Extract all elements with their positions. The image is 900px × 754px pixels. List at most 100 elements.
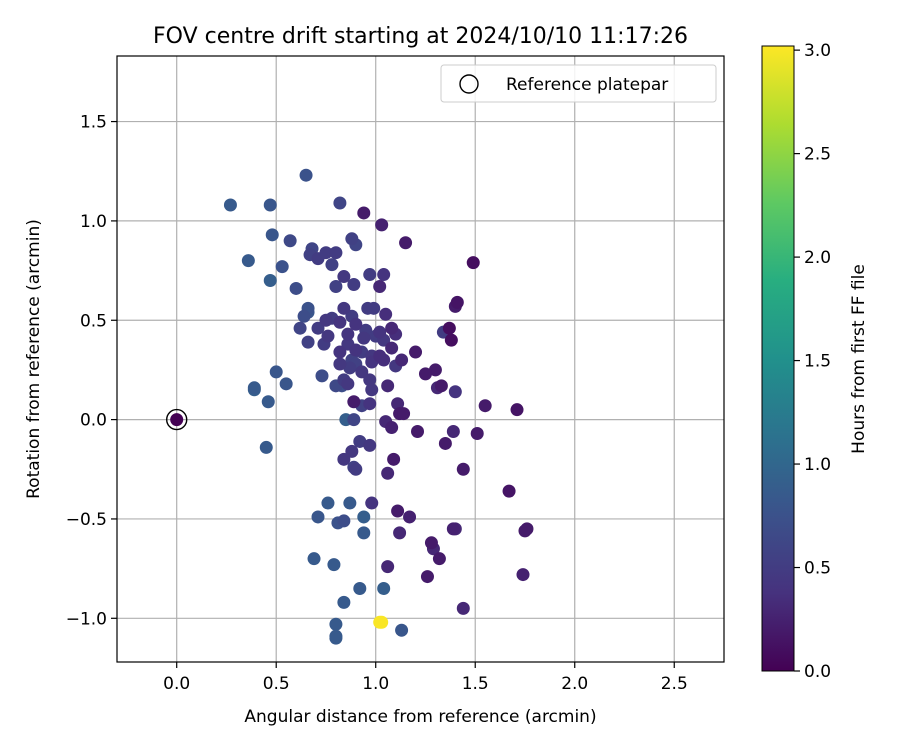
data-point xyxy=(391,397,405,411)
data-point xyxy=(311,510,325,524)
data-point xyxy=(337,301,351,315)
data-point xyxy=(353,434,367,448)
data-point xyxy=(357,206,371,220)
data-point xyxy=(337,452,351,466)
data-point xyxy=(327,558,341,572)
data-point xyxy=(365,383,379,397)
data-point xyxy=(385,321,399,335)
data-point xyxy=(516,568,530,582)
data-point xyxy=(345,444,359,458)
data-point xyxy=(325,258,339,272)
legend: Reference platepar xyxy=(440,64,717,103)
data-point xyxy=(299,168,313,182)
data-point xyxy=(379,307,393,321)
data-point xyxy=(442,321,456,335)
data-point xyxy=(363,397,377,411)
data-point xyxy=(333,196,347,210)
colorbar-label: Hours from first FF file xyxy=(849,264,869,454)
data-point xyxy=(337,270,351,284)
data-point xyxy=(391,504,405,518)
x-tick-label: 0.0 xyxy=(163,674,190,694)
y-axis-label: Rotation from reference (arcmin) xyxy=(24,219,44,499)
colorbar-tick-label: 0.5 xyxy=(804,559,831,579)
colorbar-tick-label: 2.5 xyxy=(804,145,831,165)
data-point xyxy=(329,629,343,643)
data-point xyxy=(275,260,289,274)
data-point xyxy=(333,357,347,371)
colorbar-tick-label: 1.0 xyxy=(804,455,831,475)
data-point xyxy=(241,254,255,268)
data-point xyxy=(377,581,391,595)
data-point xyxy=(333,315,347,329)
data-point xyxy=(409,345,423,359)
data-point xyxy=(367,301,381,315)
data-point xyxy=(411,425,425,439)
data-point xyxy=(385,341,399,355)
y-tick-label: 1.0 xyxy=(80,212,107,232)
data-point xyxy=(456,462,470,476)
data-point xyxy=(247,381,261,395)
data-point xyxy=(424,536,438,550)
data-point xyxy=(293,321,307,335)
x-tick-label: 1.0 xyxy=(362,674,389,694)
plot-frame xyxy=(116,55,725,663)
data-point xyxy=(432,552,446,566)
chart-title: FOV centre drift starting at 2024/10/10 … xyxy=(153,24,688,49)
data-point xyxy=(263,274,277,288)
reference-point xyxy=(170,413,184,427)
data-point xyxy=(315,369,329,383)
data-point xyxy=(349,317,363,331)
data-point xyxy=(403,510,417,524)
data-point xyxy=(510,403,524,417)
y-tick-label: 1.5 xyxy=(80,113,107,133)
x-tick-label: 2.5 xyxy=(661,674,688,694)
data-point xyxy=(381,466,395,480)
y-tick-label: 0.0 xyxy=(80,411,107,431)
data-point xyxy=(418,367,432,381)
data-point xyxy=(373,325,387,339)
data-point xyxy=(319,313,333,327)
ticks-layer: 0.0 0.5 1.0 1.5 2.0 2.5 −1.0 −0.5 0.0 0.5 1.0 1.5 xyxy=(66,113,688,694)
data-point xyxy=(373,615,387,629)
colorbar-ticks: 0.0 0.5 1.0 1.5 2.0 2.5 3.0 xyxy=(794,41,831,682)
data-point xyxy=(446,425,460,439)
data-point xyxy=(279,377,293,391)
colorbar xyxy=(761,45,795,672)
data-point xyxy=(357,510,371,524)
data-point xyxy=(420,570,434,584)
data-point xyxy=(446,522,460,536)
x-axis-label: Angular distance from reference (arcmin) xyxy=(244,707,596,727)
data-point xyxy=(263,198,277,212)
data-point xyxy=(502,484,516,498)
data-point xyxy=(434,379,448,393)
legend-box xyxy=(440,64,717,103)
data-point xyxy=(363,268,377,282)
data-point xyxy=(337,514,351,528)
data-point xyxy=(428,363,442,377)
data-point xyxy=(349,462,363,476)
data-point xyxy=(377,268,391,282)
data-point xyxy=(478,399,492,413)
data-point xyxy=(347,413,361,427)
data-point xyxy=(343,361,357,375)
colorbar-tick-label: 3.0 xyxy=(804,41,831,61)
data-point xyxy=(375,218,389,232)
data-point xyxy=(381,379,395,393)
data-point xyxy=(395,623,409,637)
data-point xyxy=(381,560,395,574)
data-point xyxy=(311,252,325,266)
data-point xyxy=(363,438,377,452)
data-point xyxy=(307,552,321,566)
data-point xyxy=(355,365,369,379)
points-layer xyxy=(166,168,534,645)
data-point xyxy=(448,385,462,399)
data-point xyxy=(261,395,275,409)
data-point xyxy=(321,329,335,343)
data-point xyxy=(269,365,283,379)
y-tick-label: −1.0 xyxy=(66,609,107,629)
data-point xyxy=(397,407,411,421)
data-point xyxy=(283,234,297,248)
data-point xyxy=(387,452,401,466)
